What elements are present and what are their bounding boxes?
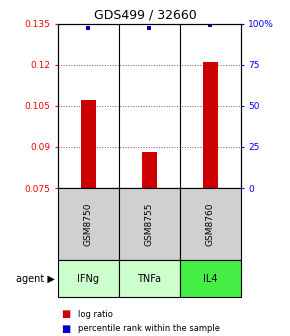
Text: percentile rank within the sample: percentile rank within the sample xyxy=(78,324,220,333)
Bar xyxy=(142,153,157,188)
Text: IL4: IL4 xyxy=(203,274,218,284)
Text: GSM8755: GSM8755 xyxy=(145,203,154,246)
Text: GSM8750: GSM8750 xyxy=(84,203,93,246)
Text: ■: ■ xyxy=(61,324,70,334)
Text: agent ▶: agent ▶ xyxy=(16,274,55,284)
Bar xyxy=(203,62,218,188)
Bar xyxy=(81,100,96,188)
Text: log ratio: log ratio xyxy=(78,310,113,319)
Text: GSM8760: GSM8760 xyxy=(206,203,215,246)
Text: ■: ■ xyxy=(61,309,70,319)
Text: TNFa: TNFa xyxy=(137,274,161,284)
Text: GDS499 / 32660: GDS499 / 32660 xyxy=(94,8,196,22)
Text: IFNg: IFNg xyxy=(77,274,99,284)
